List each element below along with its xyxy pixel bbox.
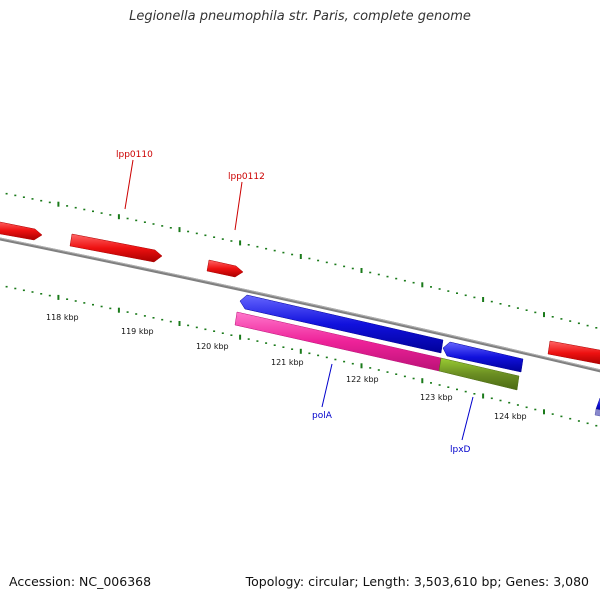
gene-arrow-blue[interactable] [239, 294, 444, 354]
scale-label-121: 121 kbp [271, 358, 304, 367]
genome-backbone [0, 237, 600, 373]
gene-label-polA[interactable]: polA [312, 411, 333, 421]
feature-blocks [234, 311, 520, 391]
leader-line-lpp0112 [234, 181, 243, 231]
scale-labels: 118 kbp 119 kbp 120 kbp 121 kbp 122 kbp … [46, 313, 527, 421]
genome-backbone-highlight [0, 237, 600, 371]
scale-label-123: 123 kbp [420, 393, 453, 402]
forward-strand-genes [0, 221, 600, 365]
gene-label-lpxD[interactable]: lpxD [450, 445, 471, 455]
scale-label-119: 119 kbp [121, 327, 154, 336]
scale-label-122: 122 kbp [346, 375, 379, 384]
gene-arrow-red[interactable] [0, 221, 43, 241]
scale-label-120: 120 kbp [196, 342, 229, 351]
gene-arrow-red[interactable] [69, 233, 163, 263]
gene-arrow-blue[interactable] [442, 341, 524, 373]
lower-tick-track [5, 285, 598, 427]
map-title: Legionella pneumophila str. Paris, compl… [129, 9, 471, 24]
gene-label-lpp0112[interactable]: lpp0112 [228, 172, 265, 182]
gene-label-lpp0110[interactable]: lpp0110 [116, 150, 153, 160]
gene-arrow-blue[interactable] [595, 397, 600, 411]
reverse-strand-genes [239, 294, 600, 417]
accession-text: Accession: NC_006368 [9, 574, 152, 589]
label-leader-lines [124, 159, 474, 441]
scale-label-124: 124 kbp [494, 412, 527, 421]
leader-line-lpp0110 [124, 159, 134, 210]
gene-arrow-red[interactable] [206, 259, 244, 278]
scale-label-118: 118 kbp [46, 313, 79, 322]
genome-summary-text: Topology: circular; Length: 3,503,610 bp… [245, 574, 589, 589]
gene-arrow-lavender[interactable] [594, 408, 600, 417]
upper-tick-track [5, 192, 598, 329]
gene-labels: lpp0110 lpp0112 polA lpxD [116, 150, 471, 455]
gene-arrow-red[interactable] [547, 340, 600, 365]
leader-line-polA [321, 363, 333, 408]
lpxD-feature-block[interactable] [438, 357, 520, 391]
leader-line-lpxD [461, 396, 474, 441]
